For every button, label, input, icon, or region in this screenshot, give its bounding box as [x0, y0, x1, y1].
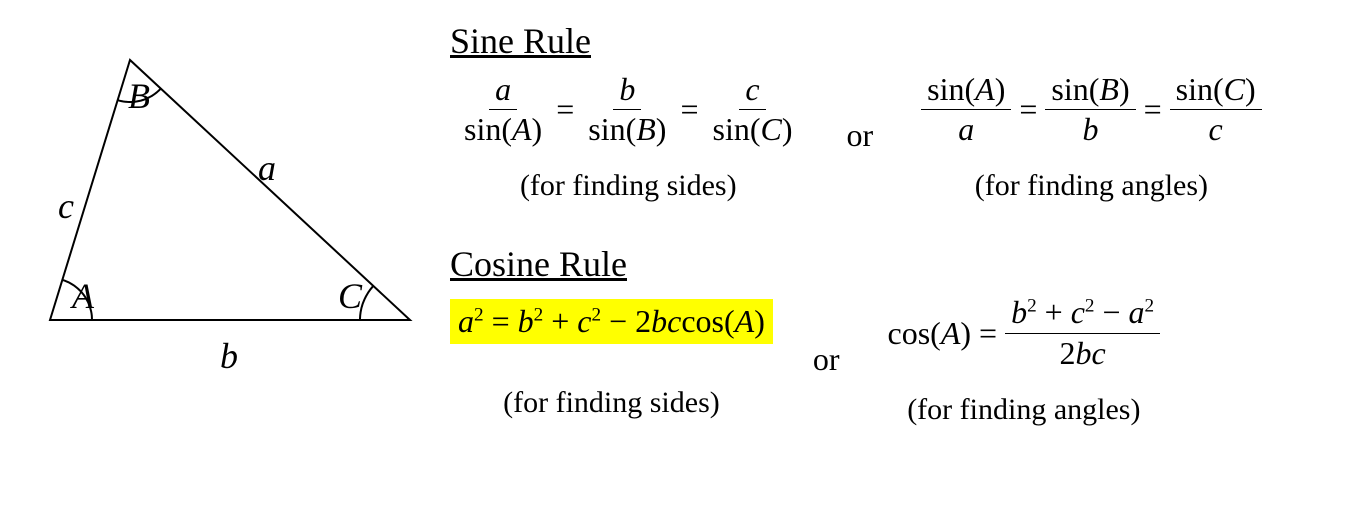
sine-sides-caption: (for finding sides) [520, 169, 737, 203]
sine-formula-row: asin(A)=bsin(B)=csin(C) (for finding sid… [450, 68, 1335, 203]
cosine-formula-row: a2 = b2 + c2 − 2bccos(A) (for finding si… [450, 291, 1335, 426]
page-container: A B Ca b c Sine Rule asin(A)=bsin(B)=csin(C)… [30, 20, 1335, 427]
svg-text:b: b [220, 336, 238, 376]
triangle-svg: A B Ca b c [30, 30, 430, 380]
cosine-angles-block: cos(A)=b2 + c2 − a22bc (for finding angl… [880, 291, 1169, 426]
cosine-angles-caption: (for finding angles) [907, 393, 1140, 427]
svg-text:A: A [70, 276, 95, 316]
cosine-sides-block: a2 = b2 + c2 − 2bccos(A) (for finding si… [450, 299, 773, 420]
cosine-rule-title: Cosine Rule [450, 243, 1335, 285]
cosine-sides-formula: a2 = b2 + c2 − 2bccos(A) [450, 299, 773, 344]
cosine-angles-formula: cos(A)=b2 + c2 − a22bc [880, 291, 1169, 374]
sine-rule-title: Sine Rule [450, 20, 1335, 62]
svg-text:c: c [58, 186, 74, 226]
svg-text:B: B [128, 76, 150, 116]
triangle-diagram: A B Ca b c [30, 20, 430, 385]
sine-or: or [847, 117, 874, 154]
rules-area: Sine Rule asin(A)=bsin(B)=csin(C) (for f… [430, 20, 1335, 427]
sine-angles-block: sin(A)a=sin(B)b=sin(C)c (for finding ang… [913, 68, 1270, 203]
svg-text:C: C [338, 276, 363, 316]
cosine-or: or [813, 341, 840, 378]
cosine-sides-caption: (for finding sides) [503, 386, 720, 420]
sine-sides-block: asin(A)=bsin(B)=csin(C) (for finding sid… [450, 68, 807, 203]
sine-angles-caption: (for finding angles) [975, 169, 1208, 203]
svg-text:a: a [258, 148, 276, 188]
sine-sides-formula: asin(A)=bsin(B)=csin(C) [450, 68, 807, 151]
sine-angles-formula: sin(A)a=sin(B)b=sin(C)c [913, 68, 1270, 151]
